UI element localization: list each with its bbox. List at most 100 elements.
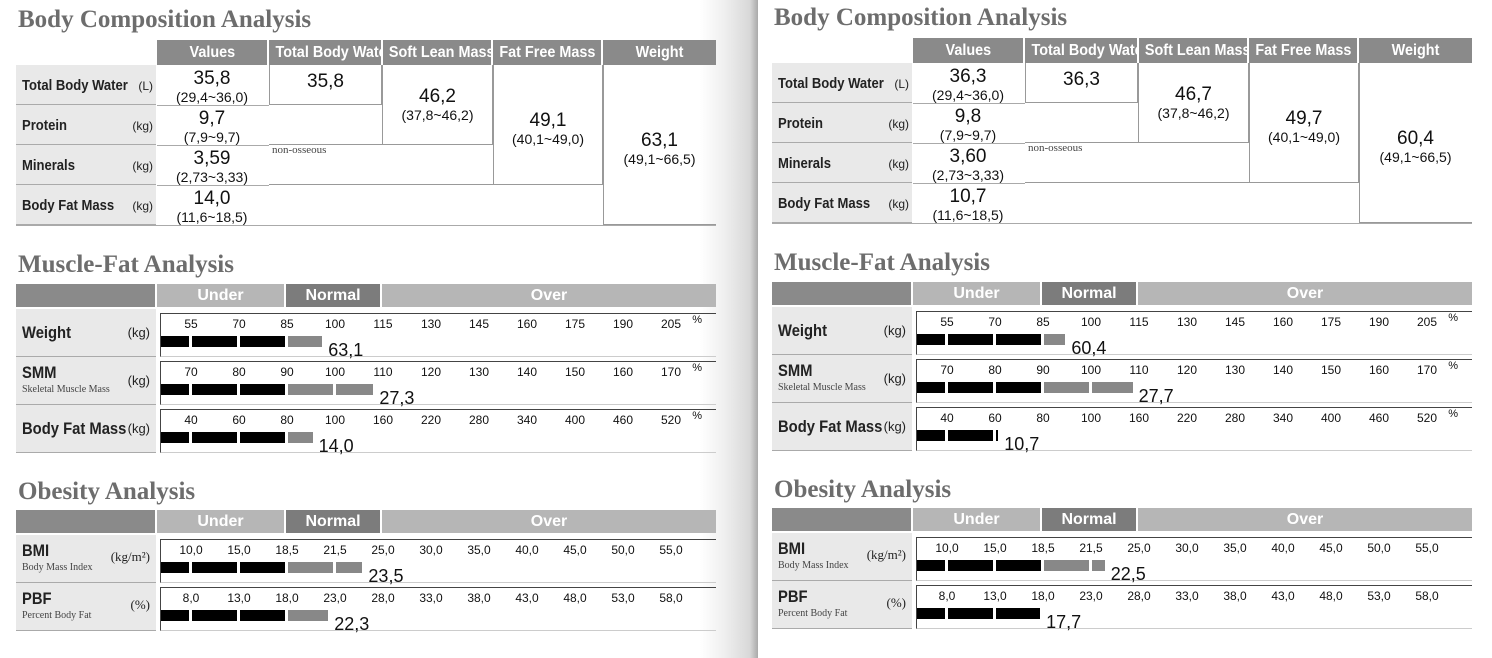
bar-fill-black bbox=[917, 334, 1043, 345]
column-header: Soft Lean Mass bbox=[1139, 38, 1247, 63]
bar-fill-black bbox=[917, 560, 1043, 571]
column-header: Weight bbox=[1359, 38, 1472, 63]
axis-tick-label: 520 bbox=[1416, 411, 1438, 425]
band-header-blank bbox=[16, 510, 155, 533]
axis-tick-label: 18,5 bbox=[275, 543, 299, 557]
row-value: 9,7 (7,9~9,7) bbox=[157, 107, 267, 145]
bar-chart: 10,0 15,0 18,5 21,5 25,0 30,0 35,0 40,0 45,0 50,0… bbox=[916, 537, 1472, 584]
axis-tick-label: 170 bbox=[660, 365, 682, 379]
bar-row: Weight (kg) 55 70 85 100 115 130 145 160 175 190 205… bbox=[772, 307, 1472, 358]
bar-value-label: 27,3 bbox=[379, 388, 415, 408]
axis-tick-label: 38,0 bbox=[1223, 589, 1247, 603]
row-label: Protein (kg) bbox=[772, 103, 912, 143]
axis-tick-label: 33,0 bbox=[1175, 589, 1199, 603]
row-divider bbox=[157, 185, 269, 186]
bar-row-name: BMI bbox=[22, 541, 50, 560]
bar-row-name: BMI bbox=[778, 539, 806, 558]
axis-tick-label: 460 bbox=[1368, 411, 1390, 425]
axis-tick-label: 55 bbox=[940, 315, 954, 329]
axis-tick-label: 130 bbox=[468, 365, 490, 379]
column-header-label: Total Body Water bbox=[1031, 42, 1137, 59]
bar-chart: 70 80 90 100 110 120 130 140 150 160 170% 27,3 bbox=[160, 361, 716, 408]
axis-tick-label: 130 bbox=[1224, 363, 1246, 377]
ffm-divider bbox=[1249, 63, 1250, 183]
bar-row-name: Body Fat Mass bbox=[22, 419, 127, 438]
bar-segment-gap bbox=[237, 432, 240, 443]
axis-tick-label: 30,0 bbox=[1175, 541, 1199, 555]
ffm-value: 49,7 bbox=[1285, 107, 1323, 129]
row-label: Body Fat Mass (kg) bbox=[16, 185, 156, 225]
row-unit: (kg) bbox=[888, 157, 909, 171]
normal-range: (11,6~18,5) bbox=[932, 206, 1004, 223]
column-header-label: Soft Lean Mass bbox=[388, 44, 491, 61]
bar-row-subtitle: Body Mass Index bbox=[778, 560, 849, 571]
ffm-value: 49,1 bbox=[529, 109, 567, 131]
axis-tick-label: 15,0 bbox=[227, 543, 251, 557]
percent-sign: % bbox=[1448, 312, 1458, 324]
axis-tick-label: 100 bbox=[324, 413, 346, 427]
axis-tick-label: 340 bbox=[516, 413, 538, 427]
axis-tick-label: 190 bbox=[612, 317, 634, 331]
bar-value-label: 60,4 bbox=[1071, 338, 1107, 358]
axis-tick-label: 50,0 bbox=[1367, 541, 1391, 555]
row-label: Body Fat Mass (kg) bbox=[772, 183, 912, 223]
percent-sign: % bbox=[692, 362, 702, 374]
bar-chart: 40 60 80 100 160 220 280 340 400 460 520% 10,7 bbox=[916, 407, 1472, 454]
table-bottom-rule bbox=[16, 225, 716, 226]
axis-tick-label: 220 bbox=[420, 413, 442, 427]
bar-row: BMI Body Mass Index (kg/m²) 10,0 15,0 18,5 21,… bbox=[772, 533, 1472, 584]
bar-value-label: 22,3 bbox=[334, 614, 370, 634]
row-divider bbox=[913, 183, 1025, 184]
normal-range: (29,4~36,0) bbox=[932, 86, 1004, 103]
axis-tick-label: 280 bbox=[1224, 411, 1246, 425]
axis-tick-label: 40,0 bbox=[1271, 541, 1295, 555]
bar-row-name: Weight bbox=[778, 321, 828, 340]
bar-row-name: SMM bbox=[778, 361, 813, 380]
axis-tick-label: 460 bbox=[612, 413, 634, 427]
fat-free-mass-box bbox=[1025, 63, 1359, 183]
axis-tick-label: 10,0 bbox=[935, 541, 959, 555]
bar-chart: 70 80 90 100 110 120 130 140 150 160 170% 27,7 bbox=[916, 359, 1472, 406]
axis-tick-label: 160 bbox=[1128, 411, 1150, 425]
slm-range: (37,8~46,2) bbox=[1157, 104, 1230, 121]
weight-box bbox=[603, 65, 716, 225]
bar-segment-gap bbox=[1089, 382, 1092, 393]
axis-tick-label: 33,0 bbox=[419, 591, 443, 605]
bar-segment-gap bbox=[189, 384, 192, 395]
row-label: Total Body Water (L) bbox=[772, 63, 912, 103]
axis-tick-label: 70 bbox=[232, 317, 246, 331]
section-heading: Muscle-Fat Analysis bbox=[774, 249, 990, 276]
axis-tick-label: 55,0 bbox=[1415, 541, 1439, 555]
axis-tick-label: 18,0 bbox=[275, 591, 299, 605]
axis-tick-label: 30,0 bbox=[419, 543, 443, 557]
column-header: Fat Free Mass bbox=[1249, 38, 1357, 63]
column-header: Weight bbox=[603, 40, 716, 65]
band-under: Under bbox=[157, 284, 284, 307]
percent-sign: % bbox=[692, 314, 702, 326]
bar-segment-gap bbox=[285, 384, 288, 395]
row-name: Body Fat Mass bbox=[22, 197, 115, 214]
bar-segment-gap bbox=[285, 610, 288, 621]
axis-tick-label: 150 bbox=[1320, 363, 1342, 377]
bar-row-subtitle: Skeletal Muscle Mass bbox=[778, 382, 866, 393]
wt-value: 63,1 bbox=[641, 129, 678, 151]
row-value: 3,59 (2,73~3,33) bbox=[157, 147, 267, 185]
bar-fill-black bbox=[161, 562, 287, 573]
bar-row-unit: (kg) bbox=[127, 421, 150, 436]
ffm-range: (40,1~49,0) bbox=[1268, 128, 1340, 145]
axis-tick-label: 58,0 bbox=[1415, 589, 1439, 603]
bar-segment-gap bbox=[1041, 334, 1044, 345]
axis-tick-label: 60 bbox=[988, 411, 1002, 425]
soft-lean-mass-box bbox=[1025, 63, 1249, 143]
row-unit: (kg) bbox=[132, 199, 153, 213]
axis-tick-label: 90 bbox=[280, 365, 294, 379]
axis-tick-label: 100 bbox=[1080, 363, 1102, 377]
fat-free-mass-value: 49,1 (40,1~49,0) bbox=[493, 108, 603, 148]
bar-fill-grey bbox=[1043, 560, 1105, 571]
axis-tick-label: 35,0 bbox=[1223, 541, 1247, 555]
axis-tick-label: 55 bbox=[184, 317, 198, 331]
body-composition-table: Values Total Body Water Soft Lean Mass Fat … bbox=[772, 38, 1472, 225]
bar-fill-grey bbox=[287, 562, 363, 573]
band-under: Under bbox=[913, 508, 1040, 531]
axis-tick-label: 21,5 bbox=[1079, 541, 1103, 555]
